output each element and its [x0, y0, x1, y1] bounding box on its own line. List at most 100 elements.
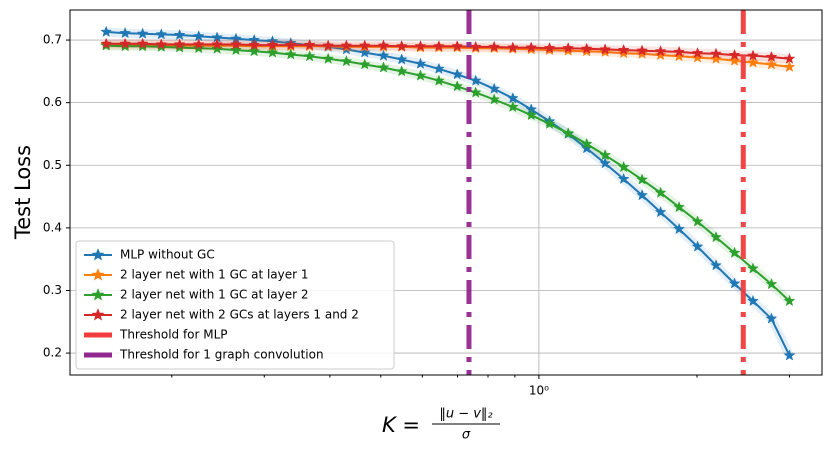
point-marker	[728, 48, 741, 61]
y-tick-label: 0.5	[43, 158, 62, 172]
point-marker	[340, 39, 353, 51]
point-marker	[783, 349, 796, 361]
point-marker	[451, 40, 464, 52]
point-marker	[710, 259, 722, 271]
x-axis-label: K = ‖u − v‖₂ σ	[382, 407, 500, 443]
x-label-lhs: K =	[382, 413, 420, 437]
point-marker	[266, 38, 279, 51]
x-label-numerator: ‖u − v‖₂	[439, 407, 492, 422]
point-marker	[284, 48, 297, 60]
point-marker	[322, 39, 335, 51]
point-marker	[747, 56, 759, 68]
point-marker	[395, 53, 408, 65]
point-marker	[747, 262, 759, 274]
point-marker	[451, 68, 464, 80]
point-marker	[340, 55, 353, 67]
point-marker	[229, 38, 242, 50]
y-tick-label: 0.3	[43, 283, 62, 297]
y-tick-label: 0.6	[43, 95, 62, 109]
point-marker	[136, 37, 149, 49]
point-marker	[765, 312, 778, 324]
point-marker	[506, 41, 519, 53]
point-marker	[119, 26, 132, 39]
point-marker	[230, 43, 242, 56]
legend-label: Threshold for 1 graph convolution	[119, 348, 324, 362]
point-marker	[580, 137, 593, 149]
point-marker	[432, 40, 445, 52]
point-marker	[728, 277, 741, 289]
point-marker	[654, 45, 667, 57]
point-marker	[728, 54, 741, 66]
point-marker	[691, 240, 704, 252]
point-marker	[192, 38, 205, 50]
point-marker	[783, 294, 796, 307]
y-tick-label: 0.7	[43, 33, 62, 47]
point-marker	[783, 60, 796, 72]
point-marker	[747, 49, 759, 61]
point-marker	[673, 200, 685, 213]
legend-marker	[91, 248, 105, 261]
point-marker	[710, 231, 722, 243]
point-marker	[673, 222, 685, 235]
point-marker	[358, 58, 371, 70]
point-marker	[358, 39, 371, 51]
point-marker	[155, 28, 168, 40]
point-marker	[599, 148, 612, 161]
point-marker	[654, 48, 667, 61]
point-marker	[673, 50, 685, 62]
legend-marker	[91, 308, 105, 321]
point-marker	[710, 52, 722, 64]
point-marker	[395, 40, 408, 52]
point-marker	[377, 49, 390, 61]
point-marker	[525, 108, 538, 121]
point-marker	[488, 40, 501, 52]
point-marker	[303, 38, 316, 51]
point-marker	[617, 160, 630, 173]
point-marker	[506, 92, 519, 104]
point-marker	[322, 52, 335, 64]
x-tick-label: 10⁰	[529, 384, 549, 398]
point-marker	[691, 215, 704, 227]
legend-label: 2 layer net with 2 GCs at layers 1 and 2	[120, 308, 359, 322]
legend-label: Threshold for MLP	[119, 328, 228, 342]
point-marker	[192, 41, 205, 54]
x-label-denominator: σ	[462, 428, 471, 443]
point-marker	[469, 74, 482, 86]
point-marker	[691, 46, 704, 59]
legend-label: 2 layer net with 1 GC at layer 1	[120, 268, 309, 282]
point-marker	[543, 41, 556, 54]
point-marker	[119, 37, 132, 49]
point-marker	[284, 38, 297, 51]
point-marker	[432, 74, 445, 86]
point-marker	[488, 93, 501, 105]
point-marker	[765, 58, 778, 70]
legend: MLP without GC 2 layer net with 1 GC at l…	[75, 240, 395, 370]
point-marker	[765, 277, 778, 290]
point-marker	[469, 86, 482, 98]
point-marker	[617, 43, 630, 56]
point-marker	[100, 37, 113, 49]
y-axis-label: Test Loss	[11, 145, 35, 240]
point-marker	[377, 61, 390, 73]
legend-label: MLP without GC	[120, 248, 215, 262]
point-marker	[506, 100, 519, 113]
point-marker	[377, 39, 390, 51]
point-marker	[710, 47, 722, 59]
point-marker	[100, 25, 113, 37]
legend-box	[75, 240, 395, 370]
point-marker	[395, 65, 408, 77]
point-marker	[617, 172, 630, 185]
point-marker	[469, 40, 482, 52]
point-marker	[636, 44, 648, 56]
point-marker	[747, 294, 759, 307]
point-marker	[673, 45, 685, 57]
point-marker	[414, 69, 427, 81]
point-marker	[654, 186, 667, 198]
point-marker	[432, 62, 445, 74]
point-marker	[211, 42, 224, 54]
point-marker	[248, 38, 261, 51]
point-marker	[266, 46, 279, 58]
point-marker	[451, 80, 464, 92]
point-marker	[562, 41, 575, 54]
point-marker	[358, 46, 371, 58]
